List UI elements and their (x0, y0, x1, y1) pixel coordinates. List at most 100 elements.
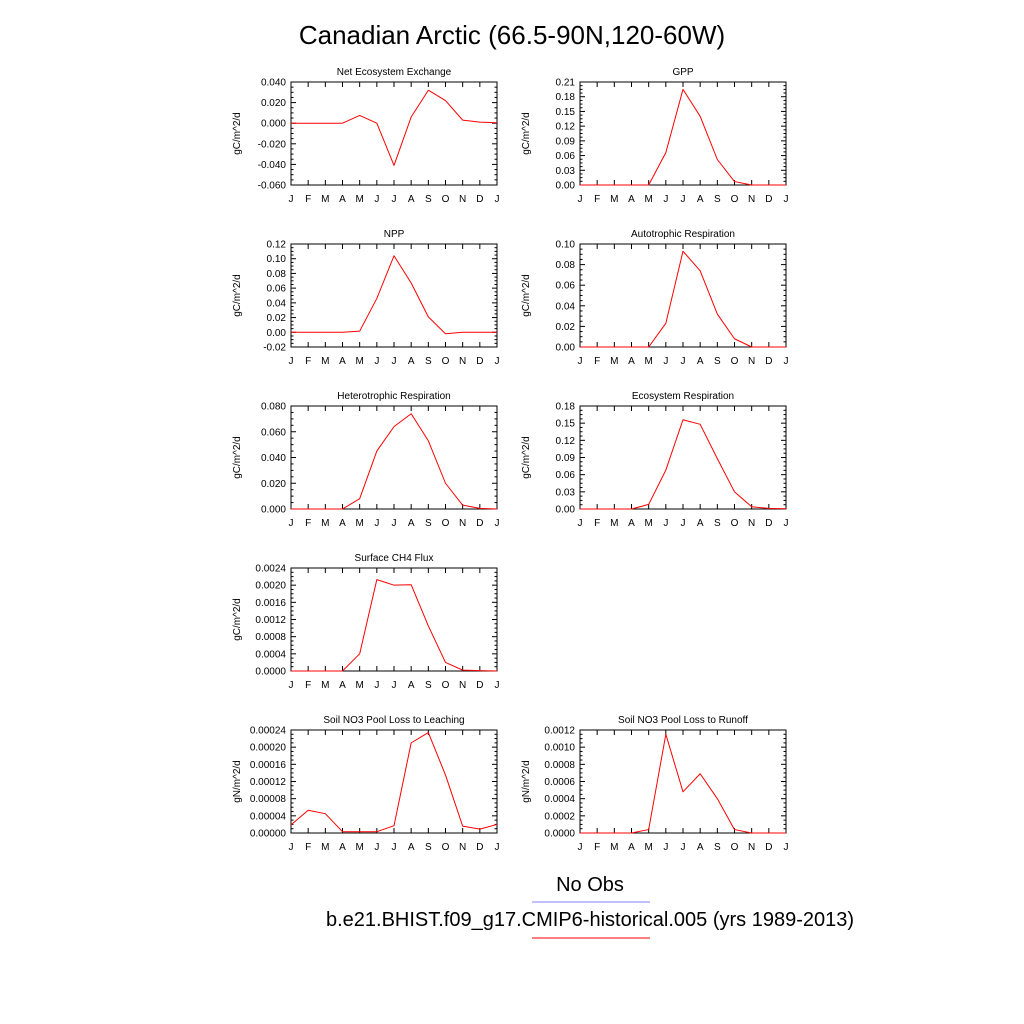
y-tick-label: 0.0000 (255, 667, 286, 678)
x-tick-label: S (425, 842, 432, 853)
panel-title: Autotrophic Respiration (631, 229, 735, 240)
x-tick-label: F (594, 356, 600, 367)
page-title: Canadian Arctic (66.5-90N,120-60W) (299, 20, 725, 50)
y-axis-label: gC/m^2/d (521, 274, 532, 317)
x-tick-label: M (321, 356, 329, 367)
x-tick-label: D (765, 842, 772, 853)
x-tick-label: D (476, 680, 483, 691)
chart-panel: NPP gC/m^2/d -0.02 0.00 0.02 0.04 0.06 0.08 0.10… (232, 229, 500, 367)
x-tick-label: D (476, 518, 483, 529)
x-tick-label: J (289, 842, 294, 853)
x-tick-label: S (714, 194, 721, 205)
x-tick-label: F (305, 842, 311, 853)
y-tick-label: 0.15 (556, 107, 576, 118)
x-tick-label: A (697, 518, 704, 529)
x-tick-label: F (305, 194, 311, 205)
chart-panel: Net Ecosystem Exchange gC/m^2/d -0.060 -0.0… (232, 67, 500, 205)
x-tick-label: O (731, 356, 739, 367)
x-tick-label: N (748, 194, 755, 205)
chart-panel: Ecosystem Respiration gC/m^2/d 0.00 0.03 0.0… (521, 391, 789, 529)
y-tick-label: -0.02 (263, 343, 286, 354)
y-tick-label: 0.0006 (544, 777, 575, 788)
y-axis-label: gC/m^2/d (232, 598, 243, 641)
x-tick-label: M (355, 680, 363, 691)
y-tick-label: 0.04 (556, 301, 576, 312)
y-tick-label: 0.080 (261, 402, 286, 413)
x-tick-label: A (339, 356, 346, 367)
y-tick-label: 0.000 (261, 505, 286, 516)
series-line (291, 255, 497, 335)
y-tick-label: 0.00 (267, 328, 287, 339)
x-tick-label: F (305, 680, 311, 691)
x-tick-label: M (321, 680, 329, 691)
x-tick-label: J (289, 356, 294, 367)
panels: Net Ecosystem Exchange gC/m^2/d -0.060 -0.0… (232, 67, 789, 853)
x-tick-label: M (644, 842, 652, 853)
y-axis-label: gC/m^2/d (232, 436, 243, 479)
x-tick-label: M (644, 194, 652, 205)
y-tick-label: 0.06 (556, 281, 576, 292)
y-axis-label: gC/m^2/d (521, 112, 532, 155)
legend-model-label: b.e21.BHIST.f09_g17.CMIP6-historical.005… (326, 909, 854, 931)
x-tick-label: J (681, 194, 686, 205)
x-tick-label: A (628, 518, 635, 529)
x-tick-label: F (305, 518, 311, 529)
x-tick-label: J (495, 356, 500, 367)
x-tick-label: J (392, 842, 397, 853)
x-tick-label: A (408, 356, 415, 367)
x-tick-label: J (495, 194, 500, 205)
x-tick-label: J (392, 518, 397, 529)
y-tick-label: 0.21 (556, 78, 576, 89)
plot-frame (579, 81, 787, 186)
y-tick-label: 0.00 (556, 505, 576, 516)
x-tick-label: J (289, 680, 294, 691)
x-tick-label: J (578, 194, 583, 205)
y-tick-label: 0.06 (556, 470, 576, 481)
x-tick-label: S (425, 518, 432, 529)
plot-frame (579, 729, 787, 834)
y-tick-label: 0.00016 (250, 760, 287, 771)
y-tick-label: 0.12 (556, 122, 576, 133)
x-tick-label: S (714, 842, 721, 853)
x-tick-label: J (392, 194, 397, 205)
y-tick-label: 0.06 (267, 284, 287, 295)
x-tick-label: A (697, 194, 704, 205)
y-tick-label: 0.040 (261, 78, 286, 89)
y-tick-label: 0.00000 (250, 829, 287, 840)
x-tick-label: N (459, 680, 466, 691)
x-tick-label: A (339, 518, 346, 529)
y-axis-label: gN/m^2/d (232, 760, 243, 803)
y-tick-label: 0.0004 (544, 794, 575, 805)
series-line (291, 413, 498, 510)
y-tick-label: -0.020 (258, 139, 287, 150)
y-tick-label: 0.0010 (544, 743, 575, 754)
x-tick-label: J (784, 842, 789, 853)
x-tick-label: J (495, 518, 500, 529)
chart-panel: Heterotrophic Respiration gC/m^2/d 0.000 0.… (232, 391, 500, 529)
panel-title: Soil NO3 Pool Loss to Leaching (323, 715, 464, 726)
x-tick-label: N (459, 194, 466, 205)
x-tick-label: O (442, 680, 450, 691)
plot-frame (290, 405, 498, 510)
y-tick-label: 0.0004 (255, 649, 286, 660)
y-tick-label: 0.0002 (544, 811, 575, 822)
x-tick-label: O (731, 842, 739, 853)
x-tick-label: O (442, 518, 450, 529)
y-tick-label: 0.08 (267, 269, 287, 280)
x-tick-label: N (748, 518, 755, 529)
y-tick-label: 0.08 (556, 260, 576, 271)
panel-title: GPP (672, 67, 693, 78)
x-tick-label: J (374, 356, 379, 367)
chart-panel: Soil NO3 Pool Loss to Leaching gN/m^2/d 0.… (232, 715, 500, 853)
x-tick-label: J (578, 842, 583, 853)
y-tick-label: 0.0012 (544, 726, 575, 737)
x-tick-label: M (321, 518, 329, 529)
x-tick-label: D (476, 194, 483, 205)
y-tick-label: 0.10 (267, 254, 287, 265)
x-tick-label: M (321, 194, 329, 205)
x-tick-label: S (714, 356, 721, 367)
y-tick-label: 0.00012 (250, 777, 287, 788)
series-line (580, 88, 786, 186)
y-tick-label: 0.02 (267, 313, 287, 324)
x-tick-label: D (476, 356, 483, 367)
